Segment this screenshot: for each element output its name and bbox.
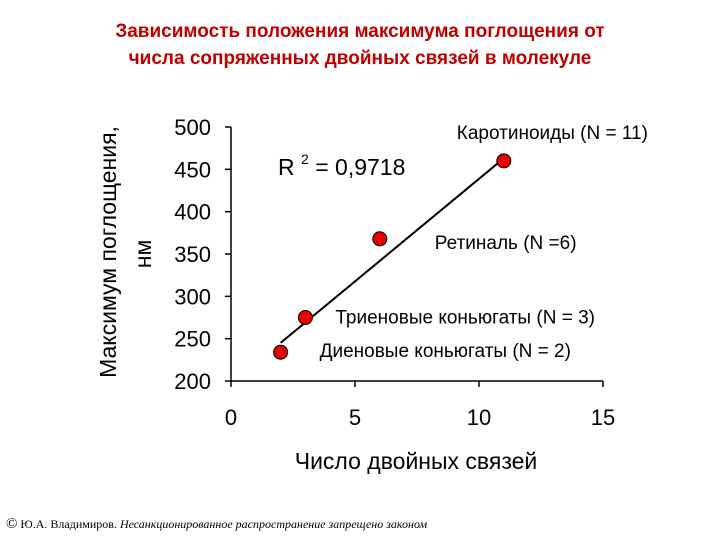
data-point bbox=[297, 310, 313, 325]
footer-author: Ю.А. Владимиров. bbox=[20, 517, 117, 531]
data-point bbox=[496, 153, 512, 169]
point-annotations: Каротиноиды (N = 11) Ретиналь (N =6) Триен… bbox=[320, 123, 648, 362]
y-tick-label: 400 bbox=[174, 200, 211, 225]
x-tick-label: 0 bbox=[225, 405, 237, 430]
copyright-footer: © Ю.А. Владимиров. Несанкционированное р… bbox=[6, 516, 427, 533]
footer-notice: Несанкционированное распространение запр… bbox=[119, 517, 428, 531]
x-tick-label: 10 bbox=[467, 405, 491, 430]
x-tick-label: 5 bbox=[349, 405, 361, 430]
r-squared-label: R 2 = 0,9718 bbox=[278, 143, 405, 180]
r-squared-r: R bbox=[278, 154, 295, 180]
point-annotation: Диеновые коньюгаты (N = 2) bbox=[320, 341, 571, 362]
chart-title: Зависимость положения максимума поглощен… bbox=[0, 18, 720, 72]
y-tick-label: 300 bbox=[174, 284, 211, 309]
point-annotation: Каротиноиды (N = 11) bbox=[457, 123, 648, 144]
trendline-group bbox=[279, 157, 505, 344]
trendline bbox=[279, 157, 505, 344]
y-tick-label: 450 bbox=[174, 157, 211, 182]
data-point bbox=[273, 344, 289, 360]
r-squared-value: = 0,9718 bbox=[315, 154, 405, 180]
y-axis-label: Максимум поглощения, bbox=[95, 126, 121, 378]
r-squared-sup: 2 bbox=[301, 151, 309, 167]
y-axis-unit-label: нм bbox=[130, 240, 156, 269]
point-annotation: Триеновые коньюгаты (N = 3) bbox=[335, 308, 595, 329]
x-tick-label: 15 bbox=[591, 405, 615, 430]
y-tick-label: 250 bbox=[174, 327, 211, 352]
x-axis-label: Число двойных связей bbox=[295, 448, 538, 474]
y-tick-label: 500 bbox=[174, 115, 211, 140]
y-tick-label: 200 bbox=[174, 369, 211, 394]
y-tick-label: 350 bbox=[174, 242, 211, 267]
data-point bbox=[372, 231, 388, 247]
copyright-symbol: © bbox=[6, 516, 18, 532]
point-annotation: Ретиналь (N =6) bbox=[435, 233, 577, 254]
data-points bbox=[273, 153, 512, 360]
axis-ticks: 200 250 300 350 400 450 500 0 5 10 15 bbox=[174, 115, 615, 430]
chart-title-line-1: Зависимость положения максимума поглощен… bbox=[115, 21, 605, 42]
chart-title-line-2: числа сопряженных двойных связей в молек… bbox=[128, 48, 592, 69]
